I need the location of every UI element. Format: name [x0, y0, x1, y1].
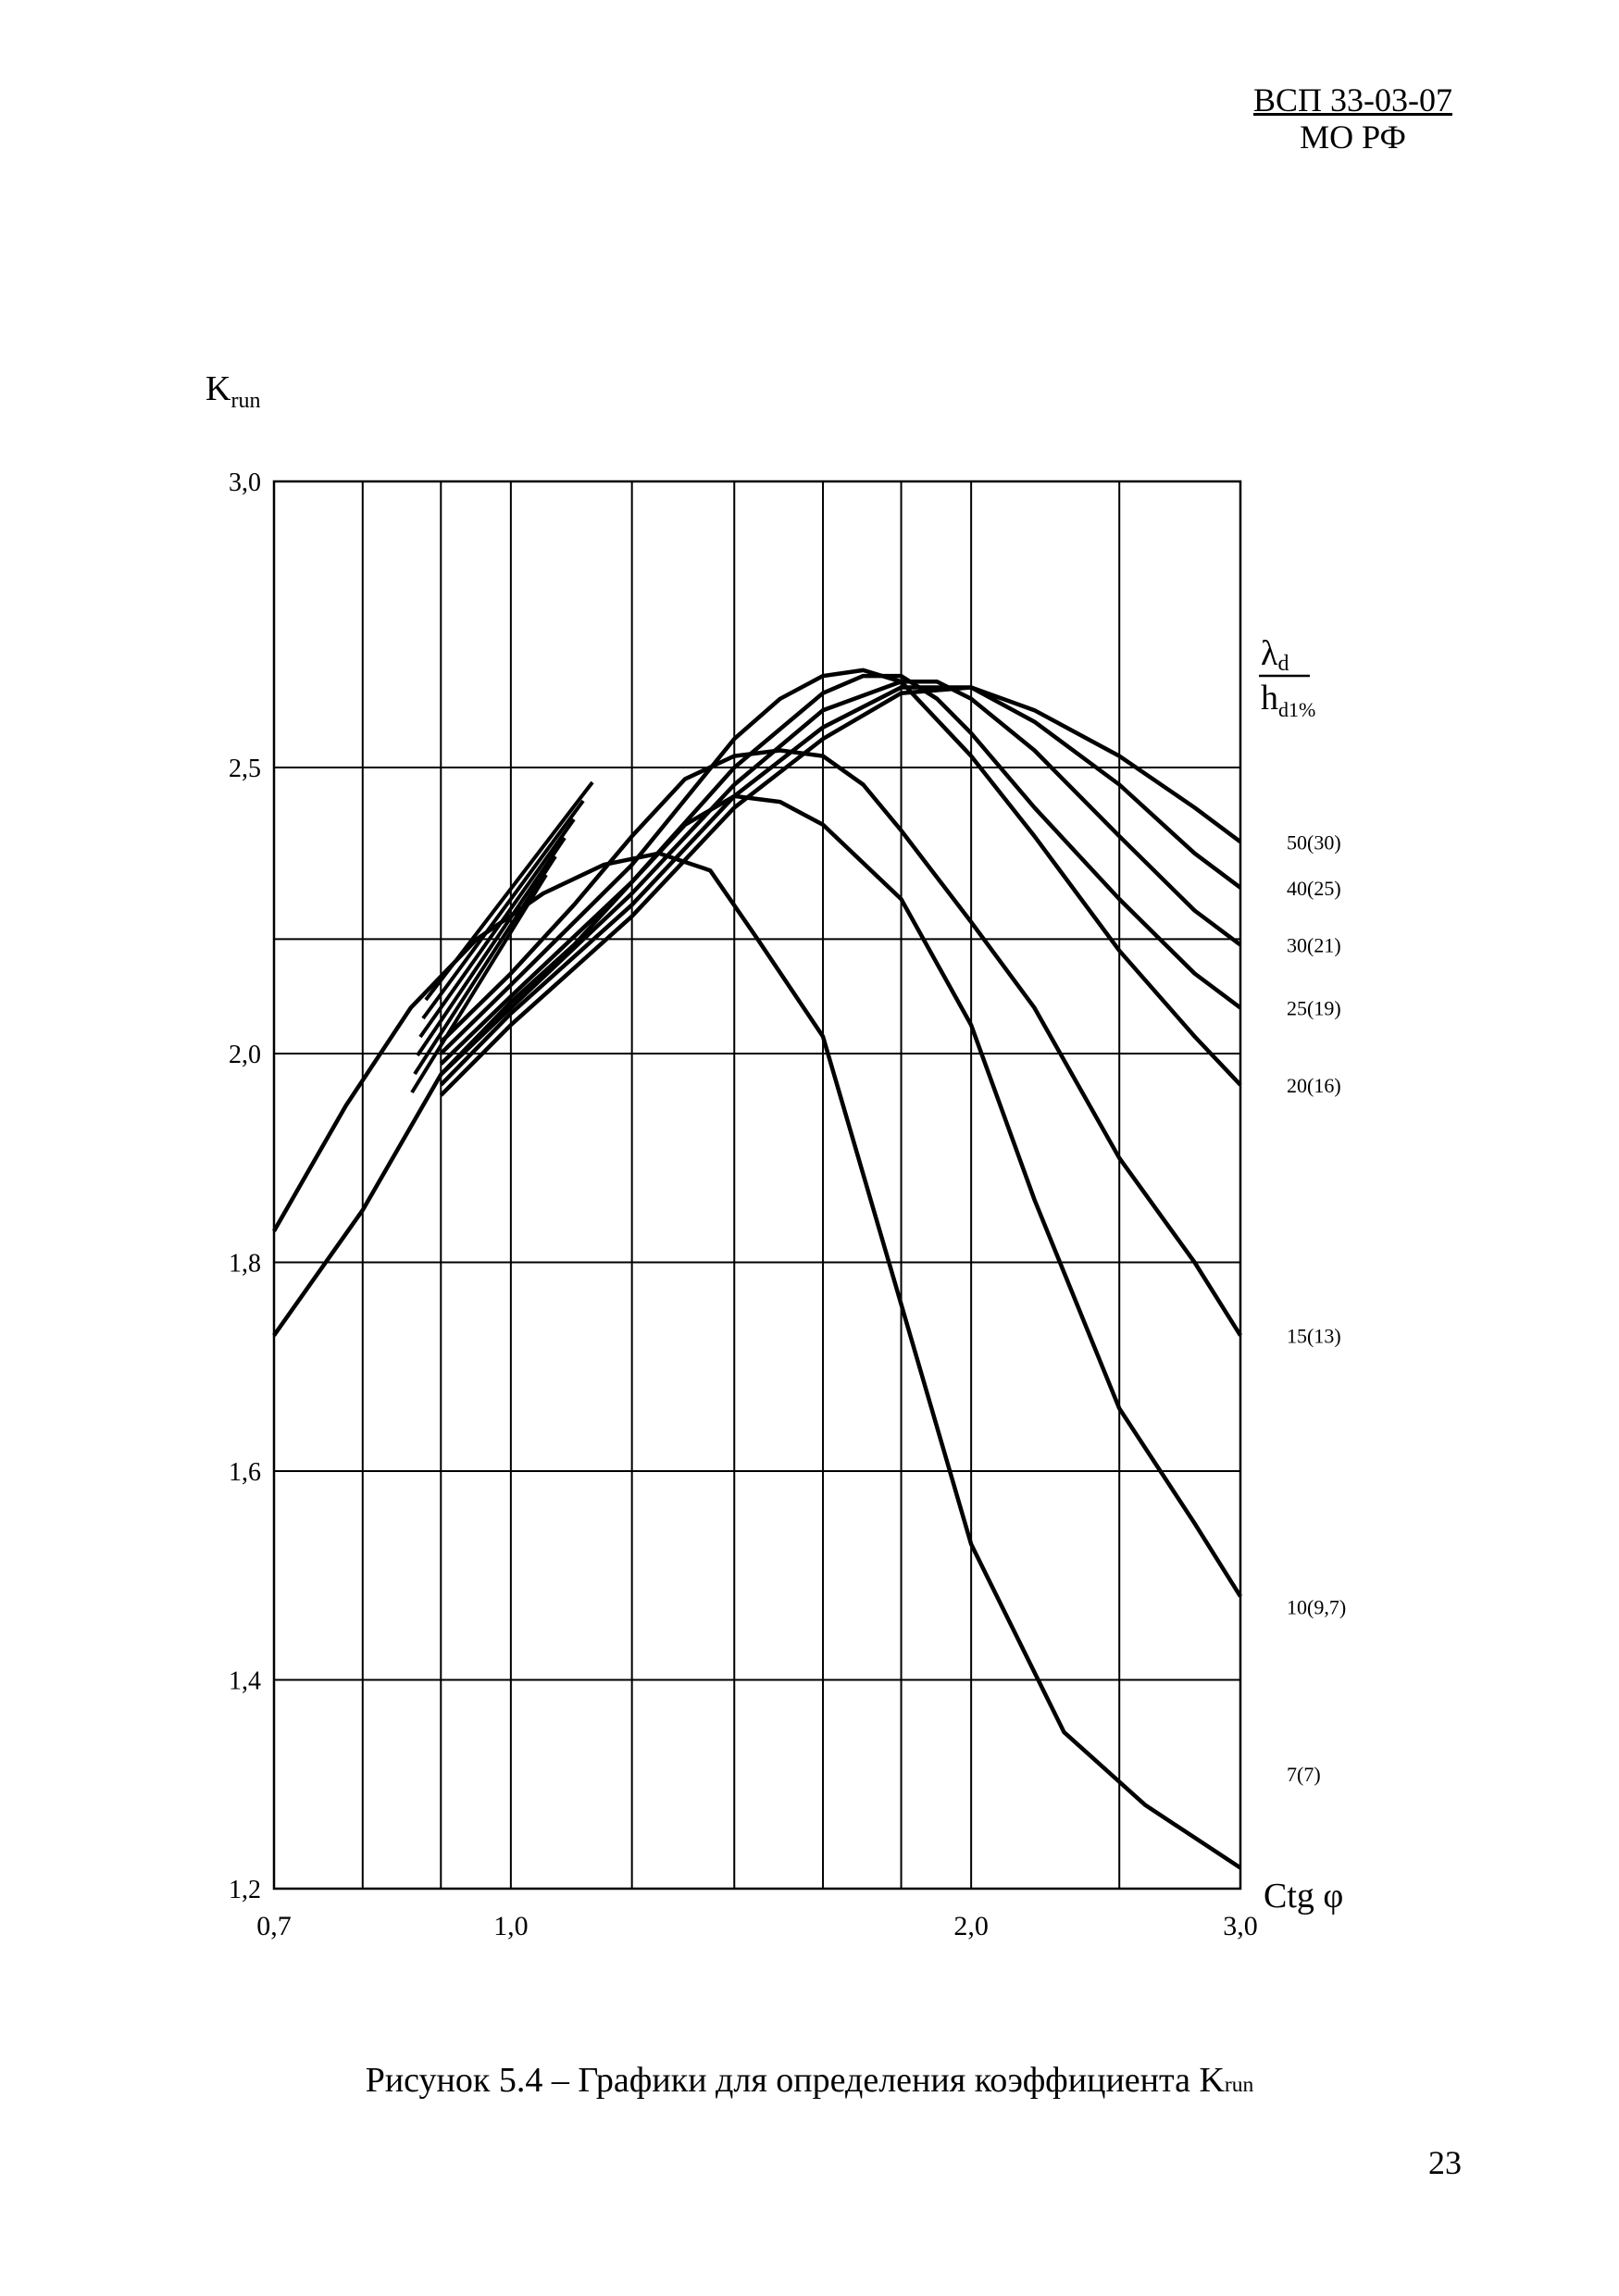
y-axis-title: Krun	[205, 369, 260, 413]
x-tick-label: 0,7	[256, 1911, 292, 1941]
legend-num-main: λ	[1261, 634, 1278, 673]
y-axis-label: Krun	[205, 369, 260, 413]
caption-text: Рисунок 5.4 – Графики для определения ко…	[365, 2061, 1225, 2100]
hatch-stroke	[418, 817, 576, 1039]
hatch-stroke	[410, 873, 548, 1094]
standard-code: ВСП 33-03-07	[1253, 81, 1452, 119]
chart-curves	[272, 668, 1242, 1870]
legend-title-numerator: λd	[1261, 634, 1289, 676]
x-axis-label: Ctg φ	[1264, 1877, 1343, 1915]
caption-subscript: run	[1224, 2073, 1254, 2097]
y-axis-title-main: K	[205, 369, 231, 408]
series-label: 50(30)	[1287, 830, 1341, 854]
legend-title-denominator: hd1%	[1261, 679, 1315, 721]
y-tick-label: 1,8	[229, 1250, 261, 1279]
series-label: 7(7)	[1287, 1763, 1321, 1786]
y-tick-label: 1,4	[229, 1667, 261, 1696]
y-tick-label: 3,0	[229, 468, 261, 497]
y-tick-label: 2,0	[229, 1041, 261, 1069]
legend-den-sub: d1%	[1278, 698, 1315, 721]
hatch-stroke	[413, 855, 557, 1076]
page-number: 23	[1428, 2144, 1462, 2181]
organization: МО РФ	[1300, 119, 1406, 156]
plot-frame	[272, 480, 1242, 1890]
y-tick-label: 1,6	[229, 1458, 261, 1487]
hatch-stroke	[424, 780, 594, 1002]
series-line	[439, 680, 1242, 1077]
series-label: 30(21)	[1287, 934, 1341, 957]
chart-axes	[272, 480, 1242, 1890]
series-labels: 7(7) 10(9,7) 15(13) 20(16) 25(19) 30(21) 40(25…	[1287, 830, 1346, 1786]
series-line	[439, 685, 1242, 1087]
series-line	[439, 668, 1242, 1087]
chart-ticks: 0,7 1,0 2,0 3,0 1,2 1,4 1,6 1,8 2,0 2,5 3,0	[229, 468, 1258, 1941]
x-tick-label: 1,0	[493, 1911, 529, 1941]
series-line	[439, 748, 1242, 1337]
series-line	[439, 685, 1242, 1097]
x-axis-title: Ctg φ	[1264, 1877, 1343, 1915]
hatch-stroke	[421, 799, 585, 1020]
y-tick-label: 2,5	[229, 755, 261, 783]
y-axis-title-sub: run	[230, 389, 260, 413]
document-header: ВСП 33-03-07 МО РФ	[1253, 81, 1452, 156]
x-tick-label: 2,0	[953, 1911, 989, 1941]
series-label: 15(13)	[1287, 1324, 1341, 1347]
legend-den-main: h	[1261, 679, 1278, 718]
chart-grid	[274, 481, 1241, 1889]
series-line	[439, 673, 1242, 1066]
series-label: 40(25)	[1287, 877, 1341, 900]
y-tick-label: 1,2	[229, 1876, 261, 1904]
series-line	[272, 851, 1242, 1870]
series-label: 25(19)	[1287, 997, 1341, 1020]
series-label: 10(9,7)	[1287, 1596, 1346, 1619]
figure-caption: Рисунок 5.4 – Графики для определения ко…	[0, 2060, 1619, 2101]
legend-num-sub: d	[1277, 652, 1289, 676]
series-label: 20(16)	[1287, 1074, 1341, 1097]
hatch-stroke	[416, 836, 567, 1057]
x-tick-label: 3,0	[1223, 1911, 1258, 1941]
